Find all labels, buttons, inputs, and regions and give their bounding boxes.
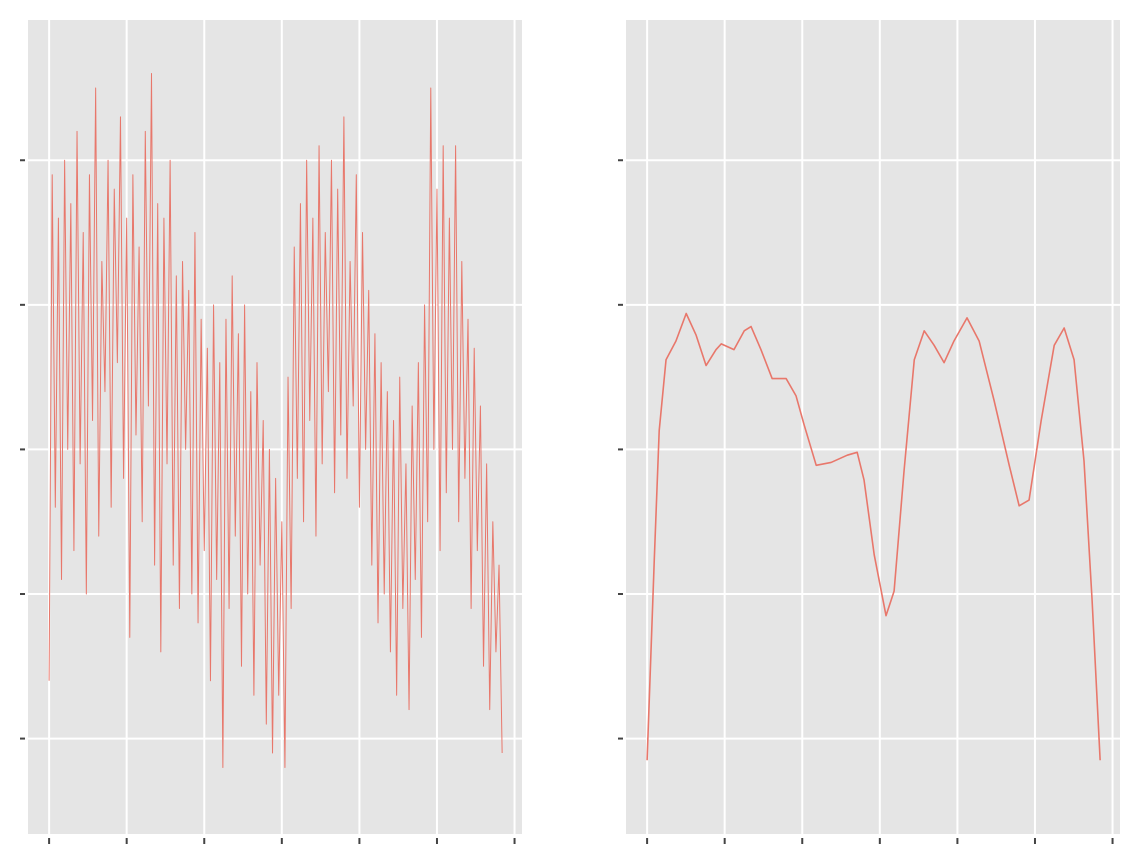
panel: [20, 20, 522, 844]
panel: [618, 20, 1120, 844]
data-line: [48, 73, 503, 768]
plot-background: [626, 20, 1120, 834]
data-line: [646, 312, 1101, 761]
plot-background: [28, 20, 522, 834]
